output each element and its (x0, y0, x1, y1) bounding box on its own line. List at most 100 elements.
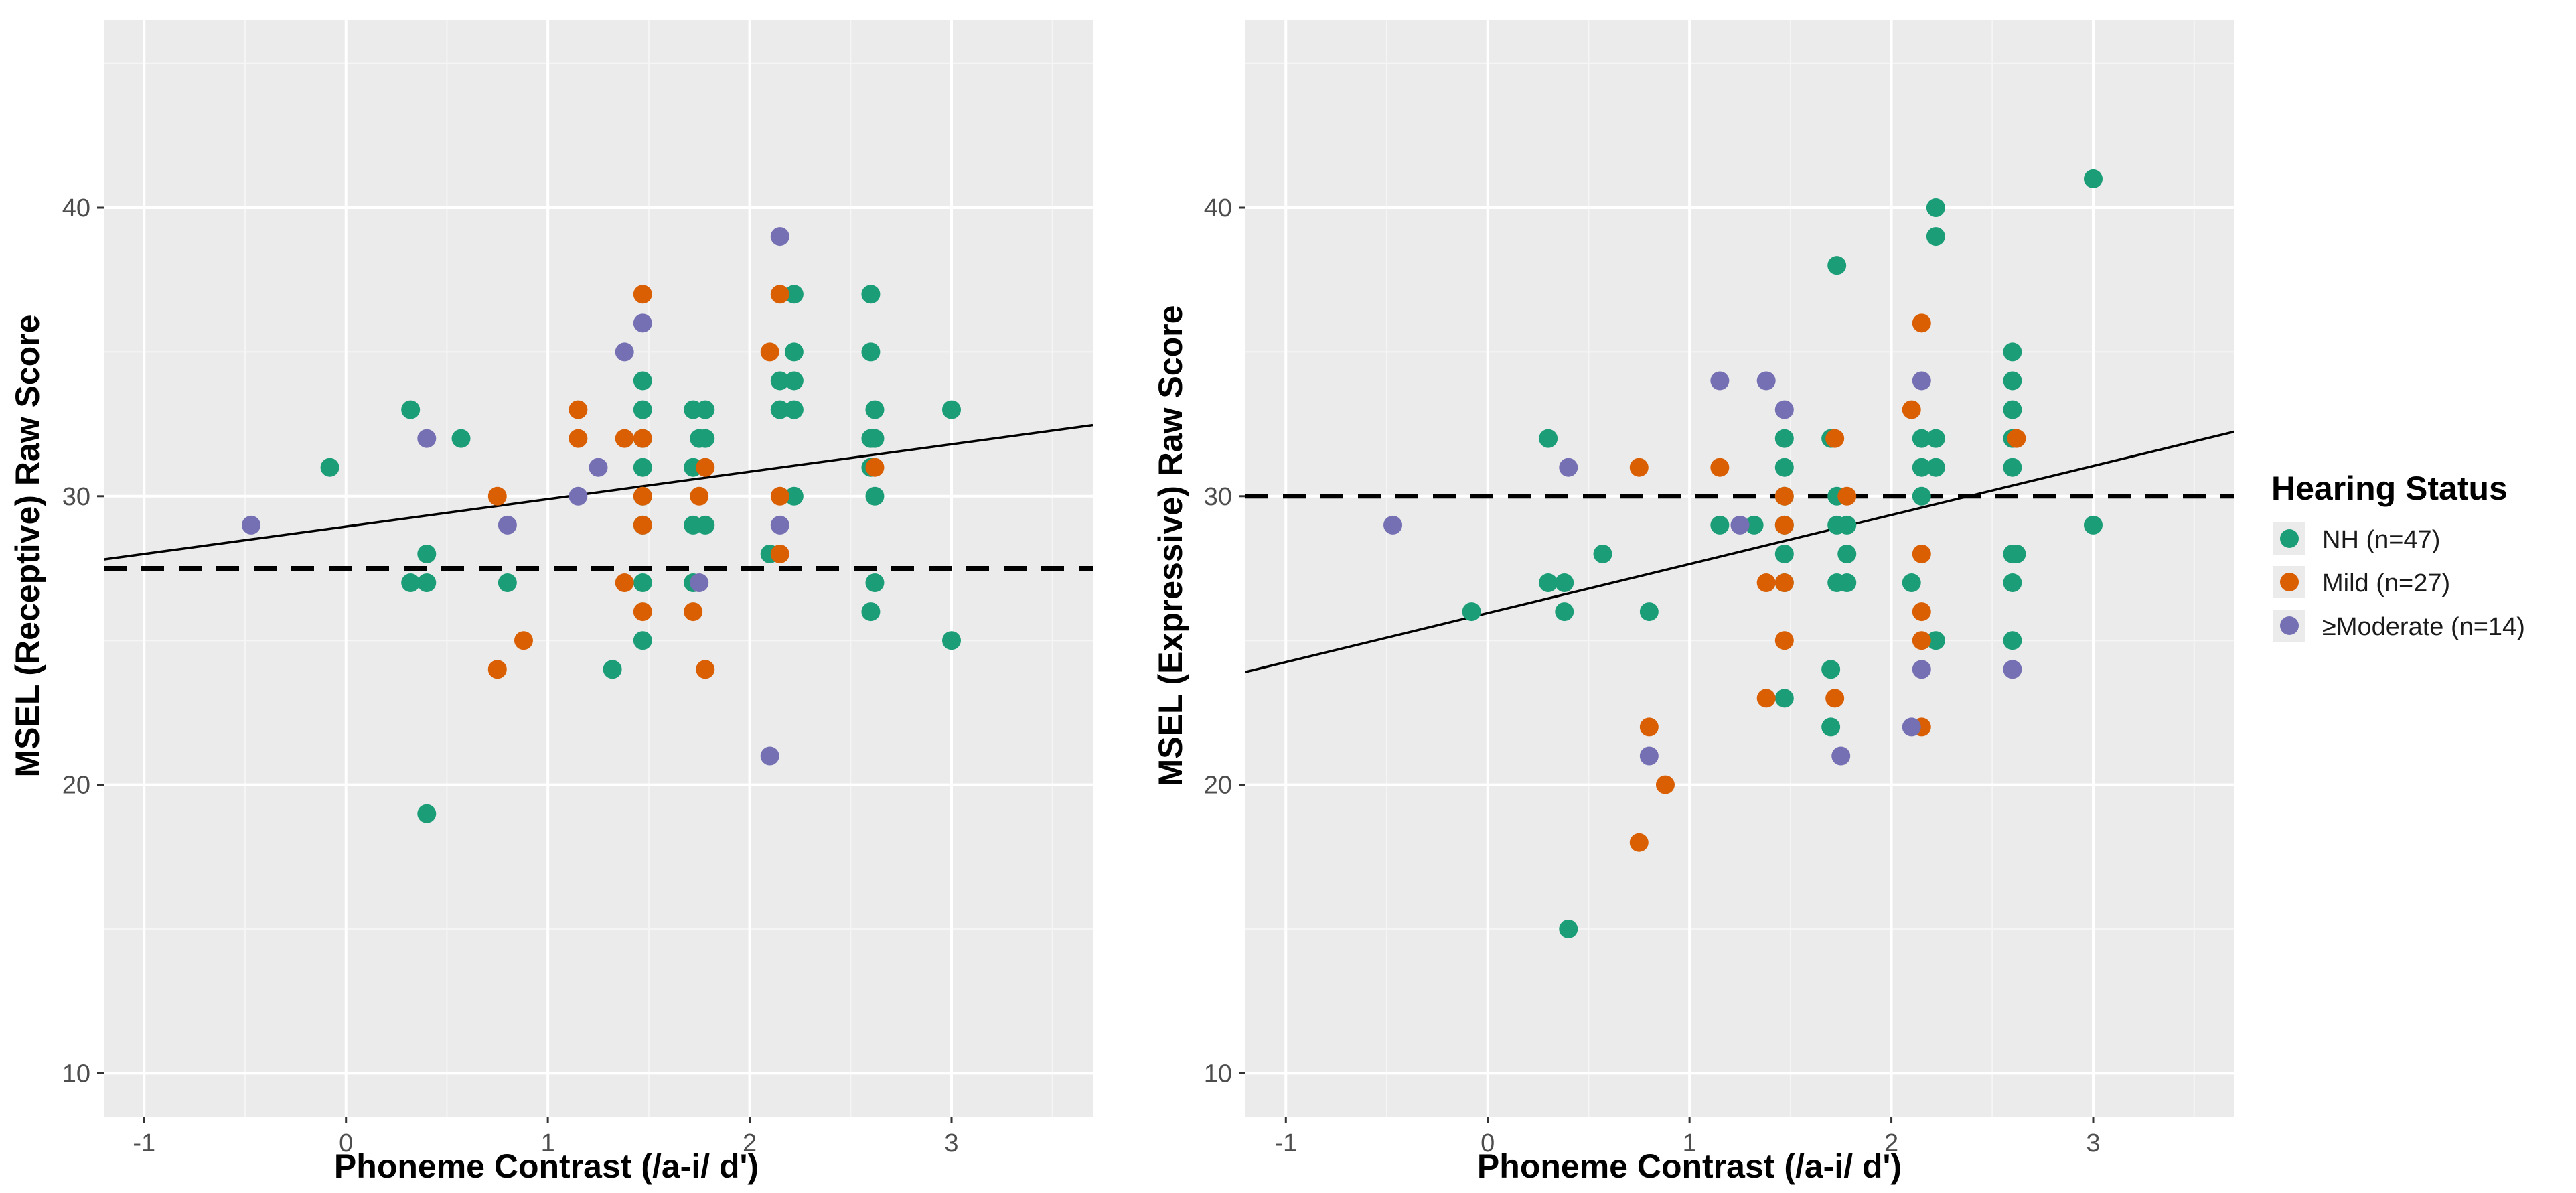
expressive-point-nh (1821, 717, 1841, 737)
expressive-point-nh (1837, 515, 1857, 535)
expressive-x-tick-label: 3 (2086, 1129, 2100, 1157)
receptive-point-mild (865, 458, 885, 477)
receptive-point-mild (690, 486, 709, 506)
expressive-point-nh (2084, 169, 2103, 188)
receptive-point-mild (514, 631, 533, 650)
receptive-point-mild (633, 602, 652, 622)
receptive-point-nh (633, 371, 652, 391)
receptive-point-nh (417, 544, 437, 563)
receptive-y-tick-label: 40 (62, 194, 90, 222)
expressive-point-nh (1902, 573, 1921, 593)
receptive-point-nh (633, 400, 652, 419)
expressive-point-nh (1710, 515, 1730, 535)
expressive-point-nh (1774, 458, 1794, 477)
expressive-point-nh (1926, 458, 1945, 477)
expressive-point-moderate (1902, 717, 1921, 737)
receptive-point-moderate (760, 746, 779, 766)
receptive-y-tick-label: 10 (62, 1060, 90, 1088)
receptive-point-moderate (770, 515, 789, 535)
expressive-point-nh (1639, 602, 1659, 622)
receptive-point-moderate (242, 515, 261, 535)
receptive-point-nh (784, 285, 804, 304)
expressive-point-nh (2003, 371, 2022, 391)
receptive-x-tick-label: -1 (133, 1129, 155, 1157)
receptive-point-mild (696, 660, 715, 679)
receptive-point-nh (320, 458, 339, 477)
expressive-point-mild (1629, 458, 1649, 477)
receptive-point-nh (784, 486, 804, 506)
receptive-point-nh (861, 602, 881, 622)
receptive-point-nh (942, 631, 961, 650)
receptive-point-nh (865, 429, 885, 448)
expressive-plot-background (1245, 20, 2234, 1117)
receptive-point-moderate (770, 227, 789, 247)
expressive-point-nh (1774, 429, 1794, 448)
expressive-x-tick-label: 2 (1884, 1129, 1898, 1157)
receptive-point-mild (569, 429, 588, 448)
expressive-point-nh (1827, 256, 1847, 275)
expressive-point-mild (1902, 400, 1921, 419)
expressive-x-tick-label: 1 (1683, 1129, 1697, 1157)
receptive-point-nh (865, 573, 885, 593)
expressive-point-mild (1912, 313, 1931, 333)
receptive-x-tick-label: 2 (743, 1129, 757, 1157)
expressive-point-mild (1710, 458, 1730, 477)
receptive-point-mild (633, 429, 652, 448)
receptive-point-moderate (569, 486, 588, 506)
receptive-point-nh (603, 660, 622, 679)
receptive-point-nh (784, 371, 804, 391)
receptive-point-mild (770, 285, 789, 304)
expressive-point-nh (1774, 544, 1794, 563)
expressive-point-nh (2084, 515, 2103, 535)
expressive-point-mild (1837, 486, 1857, 506)
receptive-point-nh (865, 400, 885, 419)
expressive-point-moderate (1383, 515, 1403, 535)
expressive-point-nh (1744, 515, 1764, 535)
receptive-point-nh (861, 342, 881, 362)
receptive-point-nh (784, 400, 804, 419)
receptive-point-nh (784, 342, 804, 362)
expressive-point-nh (2003, 342, 2022, 362)
expressive-point-moderate (1639, 746, 1659, 766)
expressive-point-nh (1926, 198, 1945, 218)
receptive-point-moderate (589, 458, 608, 477)
receptive-y-tick-label: 30 (62, 483, 90, 511)
receptive-point-mild (770, 544, 789, 563)
expressive-point-mild (1639, 717, 1659, 737)
expressive-y-tick-label: 10 (1204, 1060, 1232, 1088)
receptive-point-nh (633, 458, 652, 477)
receptive-point-nh (417, 804, 437, 823)
legend-dot-moderate (2280, 616, 2299, 635)
expressive-point-nh (1555, 602, 1574, 622)
expressive-point-nh (1539, 429, 1558, 448)
expressive-point-mild (2007, 429, 2026, 448)
receptive-point-nh (861, 285, 881, 304)
expressive-point-nh (1821, 660, 1841, 679)
expressive-y-tick-label: 40 (1204, 194, 1232, 222)
expressive-panel: -1 0 1 2 3 10 20 30 40 (1204, 20, 2234, 1157)
receptive-y-axis-title: MSEL (Receptive) Raw Score (9, 315, 46, 778)
receptive-fit-line (104, 423, 1093, 561)
receptive-point-mild (760, 342, 779, 362)
expressive-point-mild (1912, 631, 1931, 650)
expressive-point-mild (1774, 573, 1794, 593)
receptive-point-moderate (633, 313, 652, 333)
receptive-point-nh (770, 400, 789, 419)
receptive-point-mild (615, 429, 634, 448)
expressive-point-moderate (1774, 400, 1794, 419)
legend-label-nh: NH (n=47) (2322, 526, 2440, 554)
expressive-point-mild (1774, 486, 1794, 506)
receptive-point-mild (615, 573, 634, 593)
expressive-point-nh (1559, 919, 1578, 938)
expressive-point-moderate (1912, 371, 1931, 391)
expressive-point-mild (1912, 602, 1931, 622)
expressive-point-mild (1774, 515, 1794, 535)
legend-label-moderate: ≥Moderate (n=14) (2322, 613, 2525, 641)
expressive-point-nh (1774, 689, 1794, 708)
expressive-point-nh (1539, 573, 1558, 593)
receptive-point-nh (633, 631, 652, 650)
receptive-y-tick-label: 20 (62, 772, 90, 800)
expressive-point-mild (1629, 833, 1649, 852)
legend: Hearing Status NH (n=47) Mild (n=27) ≥Mo… (2271, 470, 2525, 642)
expressive-point-moderate (1831, 746, 1851, 766)
